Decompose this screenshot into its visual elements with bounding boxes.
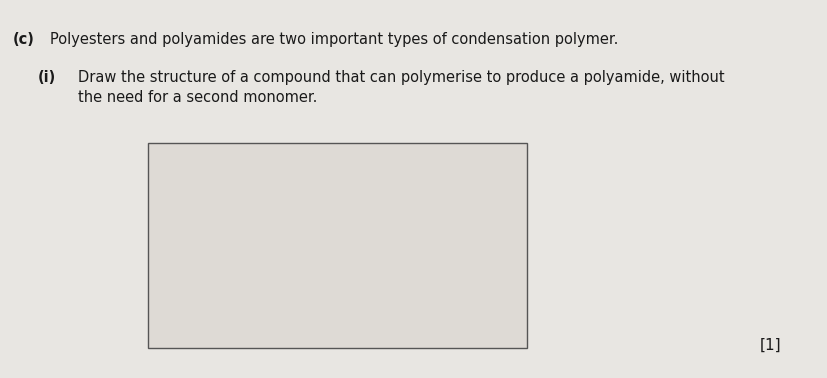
Text: (c): (c) (13, 32, 35, 47)
Text: Polyesters and polyamides are two important types of condensation polymer.: Polyesters and polyamides are two import… (50, 32, 619, 47)
Text: [1]: [1] (760, 338, 782, 353)
Bar (148, 143, 527, 348)
Text: (i): (i) (38, 70, 56, 85)
Text: the need for a second monomer.: the need for a second monomer. (78, 90, 318, 105)
Text: Draw the structure of a compound that can polymerise to produce a polyamide, wit: Draw the structure of a compound that ca… (78, 70, 724, 85)
